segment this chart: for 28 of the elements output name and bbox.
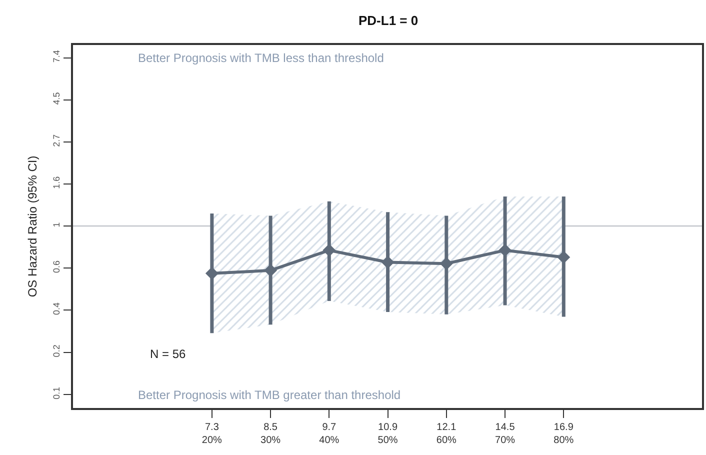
y-tick-label: 0.4	[52, 302, 62, 316]
x-tick-label: 16.9 80%	[554, 422, 574, 446]
point	[498, 244, 512, 257]
annotation: Better Prognosis with TMB less than threshold	[138, 51, 384, 65]
annotation: Better Prognosis with TMB greater than threshold	[138, 388, 401, 402]
annotation: N = 56	[150, 347, 186, 361]
point	[557, 250, 570, 264]
y-tick-label: 1	[52, 222, 62, 228]
x-tick-label: 10.9 50%	[378, 422, 398, 446]
y-tick-label: 0.2	[52, 344, 62, 358]
y-tick-label: 2.7	[52, 134, 62, 147]
point	[322, 244, 336, 257]
x-tick-label: 14.5 70%	[495, 422, 516, 446]
point	[381, 256, 394, 269]
y-axis-title: OS Hazard Ratio (95% CI)	[25, 156, 40, 298]
y-tick-label: 0.1	[52, 386, 62, 400]
y-tick-label: 0.6	[52, 260, 62, 273]
point	[440, 257, 453, 270]
y-tick-label: 4.5	[52, 92, 62, 105]
x-tick-label: 12.1 60%	[436, 422, 457, 446]
y-tick-label: 7.4	[52, 50, 62, 63]
point	[264, 264, 278, 277]
y-tick-label: 1.6	[52, 176, 62, 189]
x-tick-label: 8.5 30%	[260, 422, 281, 446]
x-tick-label: 9.7 40%	[319, 422, 340, 446]
point	[205, 266, 218, 280]
chart-title: PD-L1 = 0	[358, 13, 418, 28]
x-tick-label: 7.3 20%	[202, 422, 222, 446]
